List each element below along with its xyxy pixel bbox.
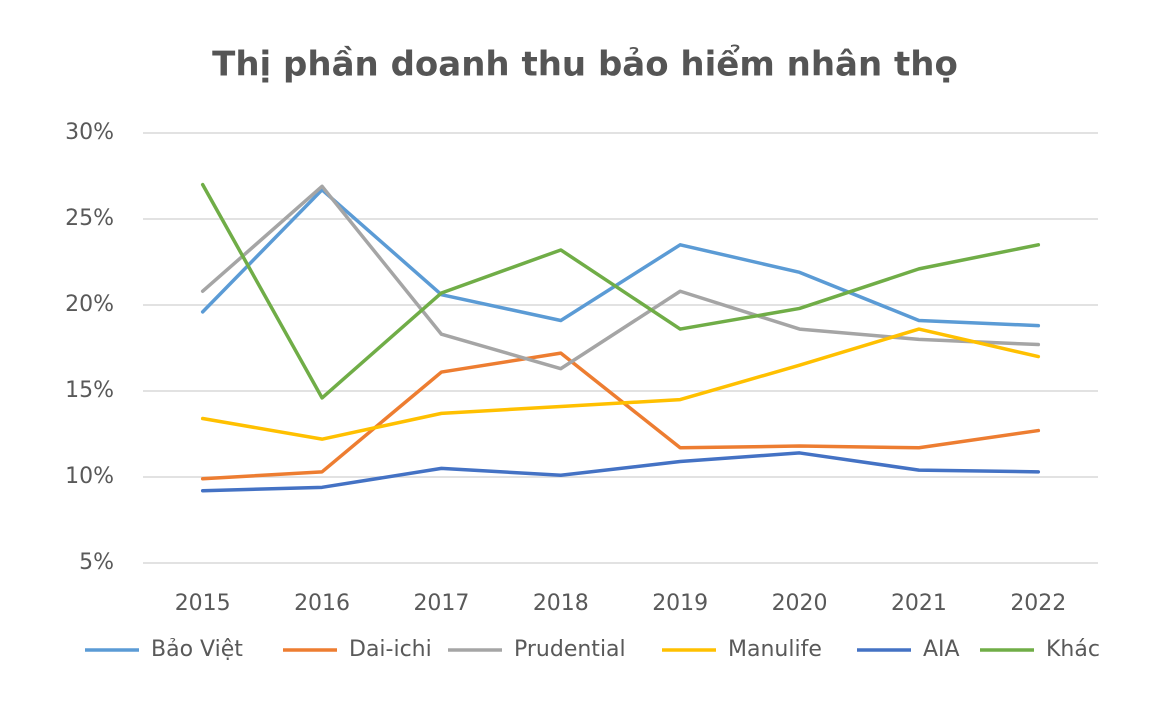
series-line bbox=[200, 184, 1041, 371]
x-tick-label: 2018 bbox=[533, 591, 589, 616]
legend-label: Manulife bbox=[728, 637, 822, 662]
x-tick-label: 2022 bbox=[1010, 591, 1066, 616]
y-tick-label: 15% bbox=[65, 378, 114, 403]
y-tick-label: 20% bbox=[65, 292, 114, 317]
x-tick-label: 2016 bbox=[294, 591, 350, 616]
x-tick-label: 2017 bbox=[413, 591, 469, 616]
y-tick-label: 5% bbox=[79, 550, 114, 575]
legend-label: Prudential bbox=[514, 637, 626, 662]
y-tick-label: 10% bbox=[65, 464, 114, 489]
x-tick-label: 2015 bbox=[175, 591, 231, 616]
series-line bbox=[200, 182, 1041, 400]
series-line bbox=[200, 351, 1041, 481]
series-line bbox=[200, 188, 1041, 328]
y-tick-label: 30% bbox=[65, 120, 114, 145]
legend-label: Dai-ichi bbox=[349, 637, 432, 662]
x-tick-label: 2019 bbox=[652, 591, 708, 616]
legend-label: AIA bbox=[923, 637, 960, 662]
legend-label: Bảo Việt bbox=[151, 637, 243, 662]
x-tick-label: 2021 bbox=[891, 591, 947, 616]
legend-label: Khác bbox=[1046, 637, 1100, 662]
series-line bbox=[200, 451, 1041, 493]
series-line bbox=[200, 327, 1041, 441]
y-tick-label: 25% bbox=[65, 206, 114, 231]
chart-title: Thị phần doanh thu bảo hiểm nhân thọ bbox=[212, 44, 958, 85]
x-tick-label: 2020 bbox=[772, 591, 828, 616]
